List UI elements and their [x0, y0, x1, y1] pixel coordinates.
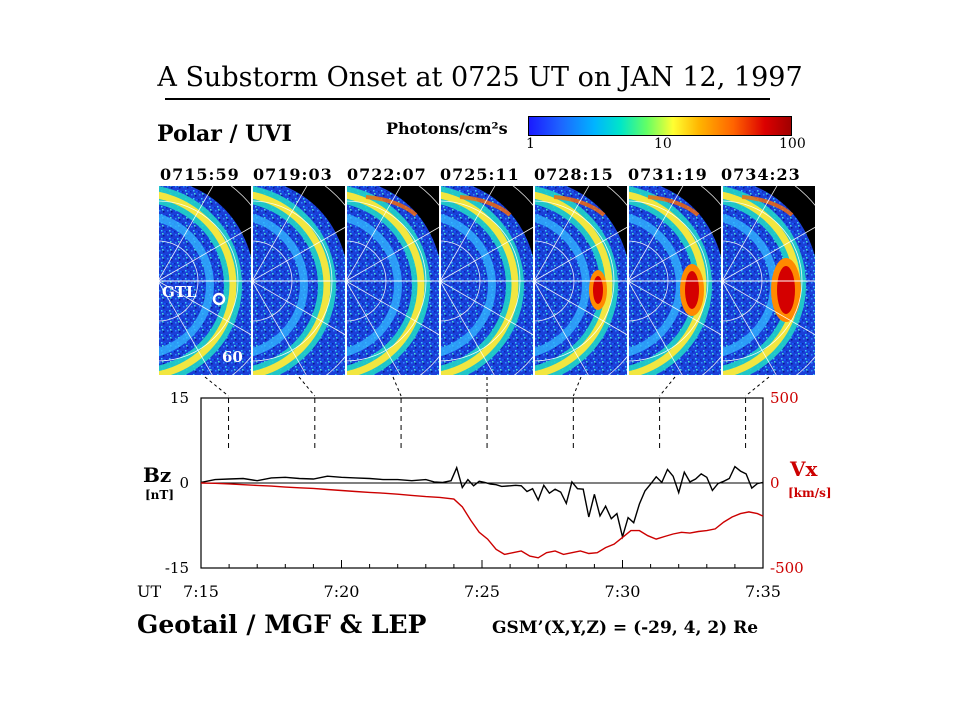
- left-axis-label: Bz: [143, 463, 171, 487]
- colorbar-tick-1: 1: [526, 136, 535, 152]
- x-tick-label: 7:25: [464, 582, 500, 601]
- uvi-image-3: [346, 185, 440, 376]
- latitude-label: 60: [222, 348, 243, 366]
- left-axis-unit: [nT]: [145, 488, 174, 502]
- left-tick-label: 0: [179, 474, 189, 492]
- image-connector: [659, 376, 676, 397]
- left-tick-label: 15: [170, 389, 189, 407]
- uvi-image-strip: GTL 60: [158, 185, 816, 376]
- left-tick-label: -15: [165, 559, 189, 577]
- image-time-7: 0734:23: [721, 165, 801, 184]
- image-time-6: 0731:19: [628, 165, 708, 184]
- image-connector: [392, 376, 402, 397]
- image-connector: [572, 376, 582, 397]
- right-axis-unit: [km/s]: [788, 486, 832, 500]
- image-connector: [204, 376, 229, 397]
- x-tick-label: 7:30: [605, 582, 641, 601]
- gsm-position-label: GSM’(X,Y,Z) = (-29, 4, 2) Re: [492, 618, 759, 638]
- x-tick-label: 7:20: [324, 582, 360, 601]
- uvi-image-4: [440, 185, 534, 376]
- vx-series-line: [200, 482, 764, 559]
- image-connector: [298, 376, 316, 397]
- right-axis-label: Vx: [789, 457, 819, 481]
- polar-uvi-label: Polar / UVI: [157, 121, 292, 147]
- station-label: GTL: [162, 283, 197, 301]
- x-tick-label: 7:15: [183, 582, 219, 601]
- x-axis-label: UT: [137, 582, 161, 601]
- image-time-2: 0719:03: [253, 165, 333, 184]
- right-tick-label: 500: [770, 389, 799, 407]
- uvi-image-2: [252, 185, 346, 376]
- colorbar-tick-100: 100: [779, 136, 806, 152]
- uvi-image-7: [722, 185, 816, 376]
- uvi-image-6: [628, 185, 722, 376]
- image-time-4: 0725:11: [440, 165, 520, 184]
- image-connector: [745, 376, 770, 397]
- uvi-image-1: [158, 185, 252, 376]
- x-tick-label: 7:35: [745, 582, 781, 601]
- geotail-label: Geotail / MGF & LEP: [137, 610, 427, 639]
- image-time-1: 0715:59: [160, 165, 240, 184]
- colorbar: [528, 116, 792, 136]
- bz-series-line: [200, 465, 764, 540]
- page-title: A Substorm Onset at 0725 UT on JAN 12, 1…: [157, 62, 803, 93]
- uvi-image-5: [534, 185, 628, 376]
- image-time-3: 0722:07: [347, 165, 427, 184]
- right-tick-label: 0: [770, 474, 780, 492]
- image-time-5: 0728:15: [534, 165, 614, 184]
- title-underline: [165, 98, 770, 100]
- colorbar-tick-10: 10: [654, 136, 672, 152]
- right-tick-label: -500: [770, 559, 804, 577]
- colorbar-title: Photons/cm²s: [386, 119, 508, 138]
- station-marker: [212, 292, 226, 306]
